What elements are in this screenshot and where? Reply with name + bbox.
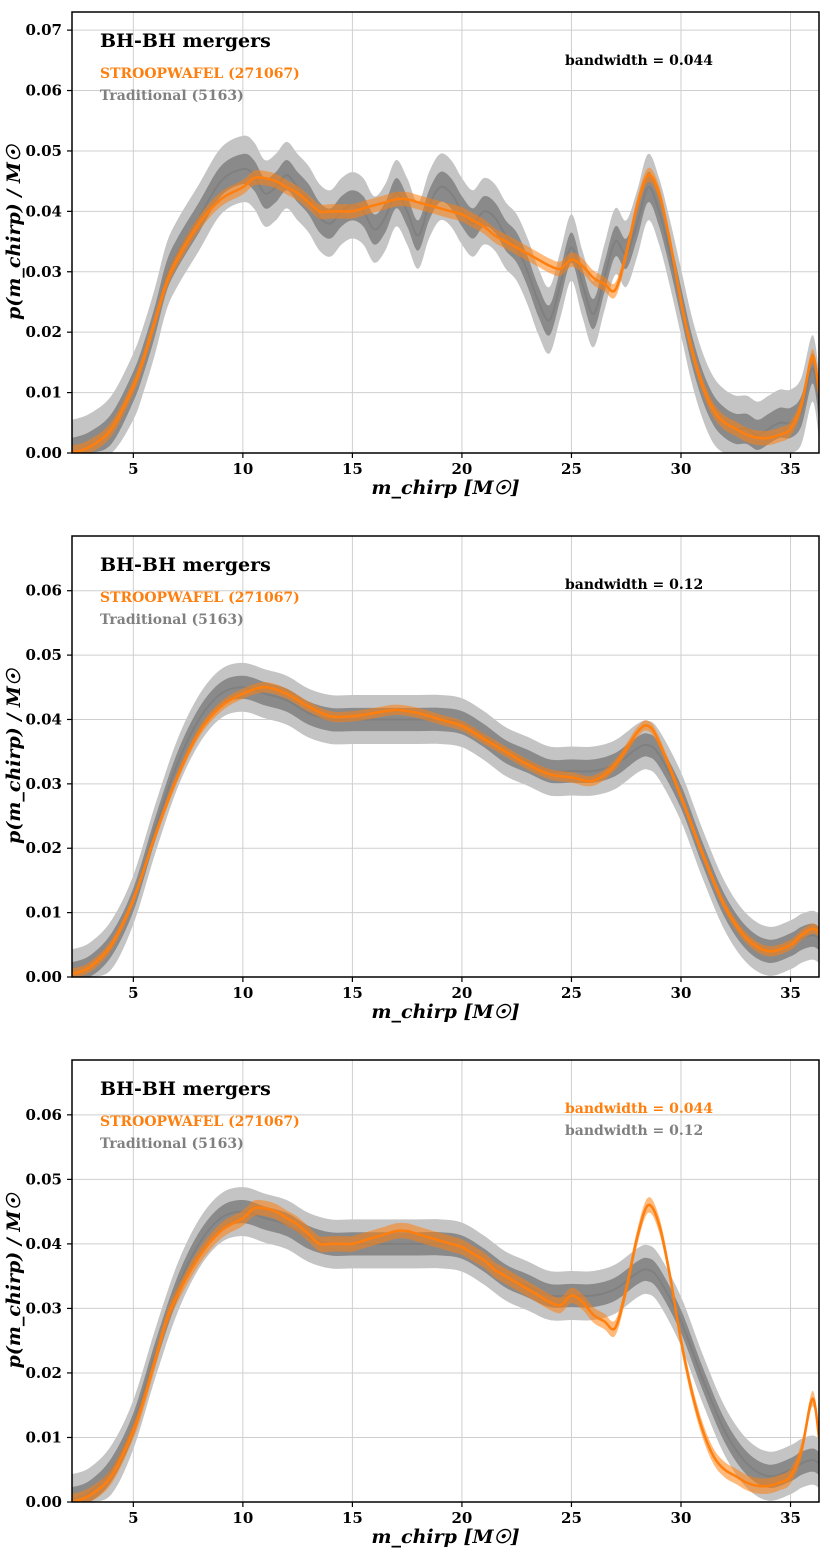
axes-frame [71,1059,820,1503]
x-tick-label: 25 [561,1509,582,1527]
y-axis-title: p(m_chirp) / M☉ [3,1192,25,1369]
x-axis-title: m_chirp [M☉] [371,477,519,499]
y-tick-label: 0.04 [25,1235,62,1253]
x-tick-label: 20 [451,984,472,1002]
y-tick-label: 0.06 [25,582,62,600]
x-tick-label: 30 [671,984,692,1002]
x-tick-label: 30 [671,1509,692,1527]
x-axis-title: m_chirp [M☉] [371,1526,519,1548]
x-tick-label: 25 [561,460,582,478]
x-tick-label: 35 [780,1509,801,1527]
y-axis-title: p(m_chirp) / M☉ [3,667,25,844]
legend-entry-traditional: Traditional (5163) [100,88,244,104]
y-tick-label: 0.07 [25,21,62,39]
x-tick-label: 5 [128,460,138,478]
y-tick-label: 0.01 [25,1428,62,1446]
y-tick-label: 0.02 [25,839,62,857]
stroopwafel-line [72,173,819,453]
x-tick-label: 15 [342,1509,363,1527]
legend-entry-traditional: Traditional (5163) [100,612,244,628]
legend-entry-stroopwafel: STROOPWAFEL (271067) [100,66,300,82]
chart-panel-2: 5 10 15 20 25 30 35 0.00 0.01 0.02 0.03 0.04 0.05 0.0… [3,535,820,1023]
y-tick-label: 0.03 [25,263,62,281]
x-tick-label: 5 [128,984,138,1002]
y-tick-label: 0.04 [25,202,62,220]
x-tick-label: 10 [232,1509,253,1527]
bandwidth-annotation: bandwidth = 0.044 [565,53,713,69]
traditional-outer-band [72,135,819,453]
y-axis-title: p(m_chirp) / M☉ [3,143,25,320]
legend-entry-traditional: Traditional (5163) [100,1136,244,1152]
stroopwafel-line [72,686,819,975]
y-tick-label: 0.00 [25,968,62,986]
x-tick-label: 15 [342,460,363,478]
y-tick-label: 0.04 [25,710,62,728]
chart-title: BH-BH mergers [100,30,271,52]
x-tick-label: 10 [232,460,253,478]
y-tick-label: 0.06 [25,82,62,100]
axes-frame [71,535,820,978]
y-tick-label: 0.05 [25,1170,62,1188]
y-tick-label: 0.00 [25,444,62,462]
x-tick-label: 15 [342,984,363,1002]
chart-panel-1: 5 10 15 20 25 30 35 0.00 0.01 0.02 0.03 0.04 0.05 0.0… [3,11,820,499]
y-tick-label: 0.03 [25,1299,62,1317]
chart-panel-3: 5 10 15 20 25 30 35 0.00 0.01 0.02 0.03 0.04 0.05 0.0… [3,1059,820,1548]
legend-entry-stroopwafel: STROOPWAFEL (271067) [100,590,300,606]
x-tick-label: 30 [671,460,692,478]
x-tick-label: 5 [128,1509,138,1527]
x-tick-label: 35 [780,984,801,1002]
y-tick-label: 0.02 [25,1364,62,1382]
axes-frame [71,11,820,454]
y-tick-label: 0.01 [25,384,62,402]
x-tick-label: 25 [561,984,582,1002]
x-tick-label: 20 [451,460,472,478]
bandwidth-annotation: bandwidth = 0.12 [565,1123,703,1139]
y-tick-label: 0.05 [25,142,62,160]
bandwidth-annotation: bandwidth = 0.12 [565,577,703,593]
chart-title: BH-BH mergers [100,1078,271,1100]
y-tick-label: 0.00 [25,1493,62,1511]
x-tick-label: 10 [232,984,253,1002]
y-tick-label: 0.05 [25,646,62,664]
y-tick-label: 0.01 [25,904,62,922]
y-tick-label: 0.06 [25,1106,62,1124]
chart-title: BH-BH mergers [100,554,271,576]
plot-area [72,135,819,453]
legend-entry-stroopwafel: STROOPWAFEL (271067) [100,1114,300,1130]
x-tick-label: 35 [780,460,801,478]
bandwidth-annotation: bandwidth = 0.044 [565,1101,713,1117]
traditional-inner-band [72,153,819,453]
y-tick-label: 0.02 [25,323,62,341]
x-axis-title: m_chirp [M☉] [371,1001,519,1023]
x-tick-label: 20 [451,1509,472,1527]
plot-area [72,662,819,977]
plot-area [72,1187,819,1502]
y-tick-label: 0.03 [25,775,62,793]
stroopwafel-line [72,1203,819,1502]
